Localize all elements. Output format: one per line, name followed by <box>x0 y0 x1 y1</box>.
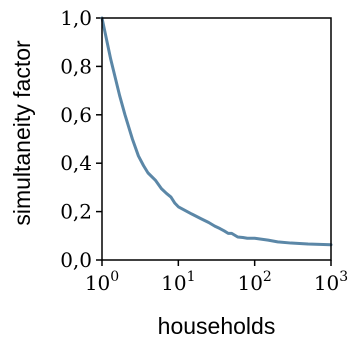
x-tick-label: 102 <box>237 269 271 295</box>
y-tick-label: 0,4 <box>60 151 92 175</box>
y-axis-ticks: 0,0 0,2 0,4 0,6 0,8 1,0 <box>60 6 102 272</box>
y-tick-label: 1,0 <box>60 6 92 30</box>
x-tick-label: 101 <box>161 269 195 295</box>
plot-frame <box>101 17 332 261</box>
y-tick-label: 0,2 <box>60 200 92 224</box>
x-axis-label: households <box>158 313 276 339</box>
y-tick-label: 0,6 <box>60 103 92 127</box>
y-tick-label: 0,0 <box>60 248 92 272</box>
x-tick-label: 103 <box>314 269 348 295</box>
x-tick-label: 100 <box>85 269 119 295</box>
series-line <box>100 16 333 247</box>
y-tick-label: 0,8 <box>60 54 92 78</box>
y-axis-label: simultaneity factor <box>9 40 35 226</box>
x-axis-ticks: 100 101 102 103 <box>85 260 348 295</box>
